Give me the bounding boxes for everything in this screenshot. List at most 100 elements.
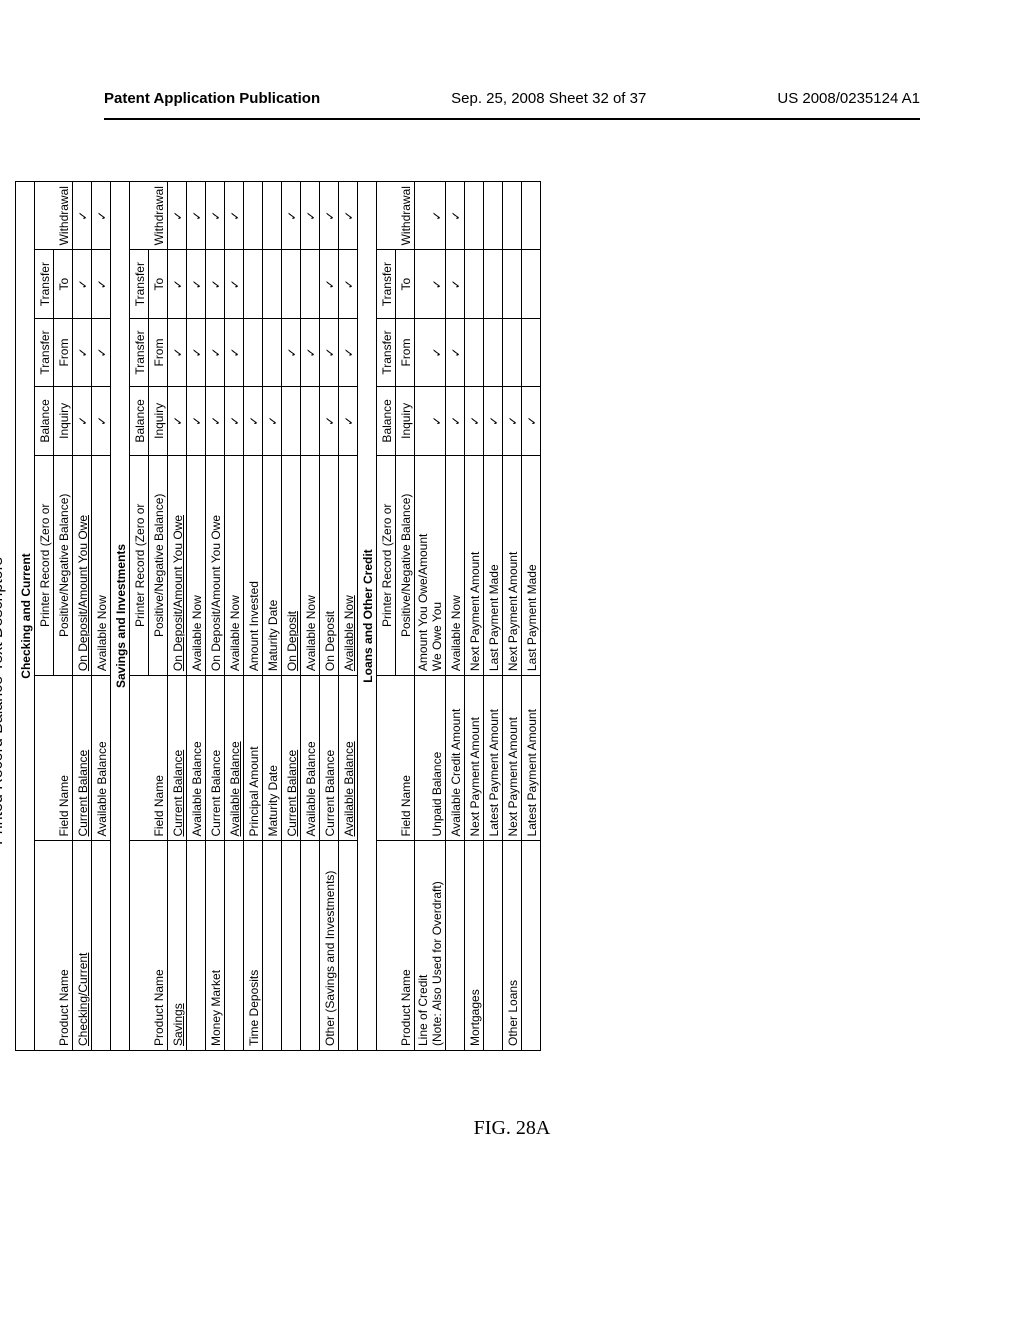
cell-desc: Available Now — [446, 455, 465, 676]
cell-check: ✓ — [339, 387, 358, 455]
cell-check: ✓ — [415, 318, 446, 386]
cell-check — [503, 318, 522, 386]
cell-check: ✓ — [522, 387, 541, 455]
header-right: US 2008/0235124 A1 — [777, 90, 920, 107]
col-product: Product Name — [377, 841, 415, 1051]
cell-desc: Available Now — [225, 455, 244, 676]
section-header: Savings and Investments — [111, 182, 130, 1051]
cell-product — [282, 841, 301, 1051]
cell-check: ✓ — [187, 182, 206, 250]
cell-desc: Available Now — [187, 455, 206, 676]
cell-check — [465, 318, 484, 386]
cell-desc: Available Now — [92, 455, 111, 676]
col-balance-l1: Balance — [35, 387, 54, 455]
cell-field: Current Balance — [73, 676, 92, 841]
cell-field: Current Balance — [282, 676, 301, 841]
cell-check: ✓ — [225, 318, 244, 386]
cell-product: Other (Savings and Investments) — [320, 841, 339, 1051]
cell-desc: Last Payment Made — [484, 455, 503, 676]
cell-check: ✓ — [415, 250, 446, 318]
col-withdrawal: Withdrawal — [377, 182, 415, 250]
descriptor-table: Checking and CurrentProduct NameField Na… — [15, 181, 541, 1051]
cell-check — [244, 318, 263, 386]
cell-check — [522, 182, 541, 250]
cell-desc: Available Now — [339, 455, 358, 676]
cell-product — [522, 841, 541, 1051]
cell-desc: Amount Invested — [244, 455, 263, 676]
cell-field: Current Balance — [168, 676, 187, 841]
cell-product: Mortgages — [465, 841, 484, 1051]
cell-field: Available Balance — [225, 676, 244, 841]
cell-desc: On Deposit/Amount You Owe — [168, 455, 187, 676]
cell-product: Time Deposits — [244, 841, 263, 1051]
cell-product — [187, 841, 206, 1051]
cell-check: ✓ — [244, 387, 263, 455]
cell-check: ✓ — [73, 182, 92, 250]
cell-check — [282, 387, 301, 455]
cell-check — [244, 182, 263, 250]
cell-check: ✓ — [320, 250, 339, 318]
cell-desc: Amount You Owe/AmountWe Owe You — [415, 455, 446, 676]
cell-check: ✓ — [73, 318, 92, 386]
figure-rotated: Printed Record Balance Text Descriptors … — [0, 351, 859, 1051]
cell-check — [263, 318, 282, 386]
cell-desc: Available Now — [301, 455, 320, 676]
cell-check: ✓ — [446, 182, 465, 250]
cell-check — [465, 182, 484, 250]
header-center: Sep. 25, 2008 Sheet 32 of 37 — [451, 90, 646, 107]
cell-desc: Maturity Date — [263, 455, 282, 676]
col-tfrom-l1: Transfer — [377, 318, 396, 386]
col-tto-l2: To — [149, 250, 168, 318]
cell-check: ✓ — [187, 250, 206, 318]
header-left: Patent Application Publication — [104, 90, 320, 107]
cell-product — [92, 841, 111, 1051]
cell-check — [484, 182, 503, 250]
cell-check: ✓ — [168, 250, 187, 318]
cell-field: Available Balance — [187, 676, 206, 841]
cell-check — [522, 318, 541, 386]
cell-check: ✓ — [339, 250, 358, 318]
page-header: Patent Application Publication Sep. 25, … — [104, 90, 920, 107]
cell-check: ✓ — [92, 182, 111, 250]
cell-check: ✓ — [263, 387, 282, 455]
cell-field: Next Payment Amount — [465, 676, 484, 841]
cell-check: ✓ — [187, 318, 206, 386]
cell-check: ✓ — [339, 318, 358, 386]
header-rule — [104, 118, 920, 120]
col-tto-l1: Transfer — [130, 250, 149, 318]
col-tto-l2: To — [54, 250, 73, 318]
cell-product — [225, 841, 244, 1051]
col-tfrom-l1: Transfer — [130, 318, 149, 386]
cell-check — [522, 250, 541, 318]
cell-field: Unpaid Balance — [415, 676, 446, 841]
cell-field: Principal Amount — [244, 676, 263, 841]
col-field: Field Name — [377, 676, 415, 841]
cell-check: ✓ — [503, 387, 522, 455]
cell-check: ✓ — [206, 182, 225, 250]
cell-check: ✓ — [446, 250, 465, 318]
cell-check — [301, 250, 320, 318]
col-tto-l1: Transfer — [35, 250, 54, 318]
cell-check: ✓ — [92, 387, 111, 455]
cell-field: Latest Payment Amount — [522, 676, 541, 841]
cell-desc: On Deposit — [282, 455, 301, 676]
cell-check — [484, 318, 503, 386]
cell-check: ✓ — [415, 387, 446, 455]
col-withdrawal: Withdrawal — [130, 182, 168, 250]
cell-desc: On Deposit/Amount You Owe — [73, 455, 92, 676]
cell-product — [484, 841, 503, 1051]
cell-check — [263, 182, 282, 250]
cell-product: Money Market — [206, 841, 225, 1051]
col-product: Product Name — [35, 841, 73, 1051]
cell-check: ✓ — [415, 182, 446, 250]
cell-check: ✓ — [320, 387, 339, 455]
col-tfrom-l1: Transfer — [35, 318, 54, 386]
cell-product: Savings — [168, 841, 187, 1051]
cell-check — [244, 250, 263, 318]
col-balance-l2: Inquiry — [396, 387, 415, 455]
cell-check — [465, 250, 484, 318]
cell-check: ✓ — [168, 387, 187, 455]
cell-check: ✓ — [446, 318, 465, 386]
section-header: Checking and Current — [16, 182, 35, 1051]
col-tto-l1: Transfer — [377, 250, 396, 318]
